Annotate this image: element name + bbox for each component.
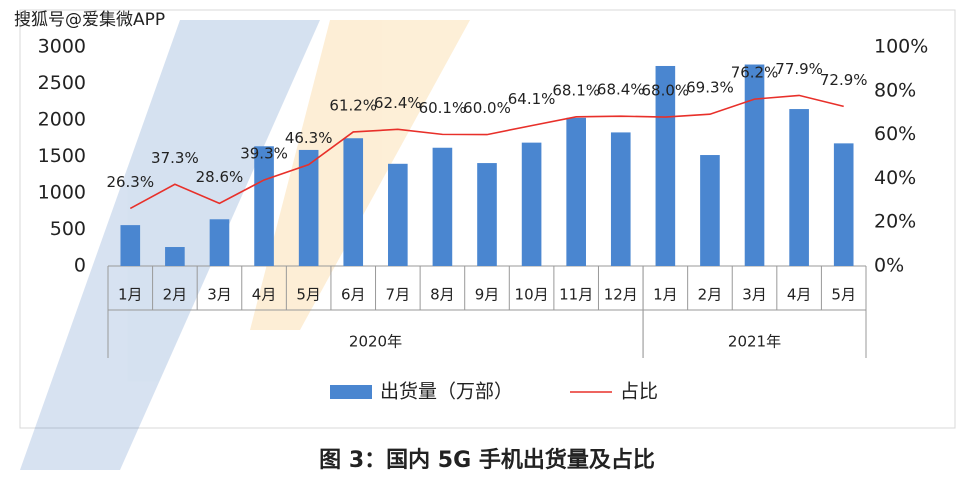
bar (521, 142, 542, 266)
legend-label: 出货量（万部） (380, 381, 513, 403)
x-tick-label: 5月 (296, 286, 321, 304)
x-tick-label: 10月 (515, 286, 549, 304)
data-label: 46.3% (285, 129, 333, 147)
y-tick-label: 2500 (38, 72, 86, 94)
x-tick-label: 1月 (653, 286, 678, 304)
bar (254, 146, 274, 266)
watermark: 搜狐号@爱集微APP (14, 10, 165, 30)
group-label: 2020年 (349, 333, 402, 351)
x-tick-label: 11月 (559, 286, 593, 304)
y-tick-label: 500 (50, 218, 86, 240)
bar (343, 138, 364, 266)
x-tick-label: 12月 (604, 286, 638, 304)
bar (477, 163, 497, 266)
data-label: 61.2% (329, 96, 377, 114)
bar (298, 149, 319, 266)
data-label: 39.3% (240, 144, 288, 162)
bar (120, 225, 141, 266)
bar (744, 64, 765, 267)
line (129, 94, 844, 210)
y2-tick-label: 40% (874, 167, 916, 189)
data-label: 62.4% (374, 94, 422, 112)
bar (566, 117, 586, 266)
y-tick-label: 1500 (38, 145, 86, 167)
y2-tick-label: 100% (874, 36, 928, 58)
data-label: 64.1% (508, 90, 556, 108)
legend-label: 占比 (620, 381, 658, 403)
group-label: 2021年 (728, 333, 781, 351)
bar (700, 155, 720, 266)
chart-frame (19, 9, 956, 429)
x-tick-label: 7月 (386, 286, 411, 304)
y2-tick-label: 0% (874, 255, 904, 277)
x-tick-label: 8月 (430, 286, 455, 304)
y-tick-label: 3000 (38, 36, 86, 58)
bar (388, 163, 408, 266)
data-label: 37.3% (151, 149, 199, 167)
x-tick-label: 3月 (742, 286, 767, 304)
x-tick-label: 4月 (787, 286, 812, 304)
data-label: 69.3% (686, 79, 734, 97)
bar (610, 132, 631, 266)
bar (209, 219, 230, 266)
data-label: 68.1% (552, 81, 600, 99)
y-tick-label: 1000 (38, 182, 86, 204)
data-label: 68.4% (597, 81, 645, 99)
data-label: 26.3% (106, 173, 154, 191)
bar (789, 109, 809, 266)
bar (833, 143, 854, 266)
y2-tick-label: 60% (874, 123, 916, 145)
x-tick-label: 2月 (698, 286, 723, 304)
data-label: 72.9% (820, 71, 868, 89)
x-tick-label: 9月 (475, 286, 500, 304)
y-tick-label: 2000 (38, 109, 86, 131)
x-tick-label: 4月 (252, 286, 277, 304)
y-tick-label: 0 (74, 255, 86, 277)
x-tick-label: 5月 (831, 286, 856, 304)
x-tick-label: 3月 (207, 286, 232, 304)
legend-swatch (330, 385, 372, 399)
data-label: 60.1% (419, 99, 467, 117)
data-label: 77.9% (775, 60, 823, 78)
chart-title: 图 3：国内 5G 手机出货量及占比 (319, 447, 655, 473)
data-label: 28.6% (196, 168, 244, 186)
bar (165, 247, 185, 266)
data-label: 76.2% (731, 64, 779, 82)
y2-tick-label: 20% (874, 211, 916, 233)
data-label: 60.0% (463, 99, 511, 117)
bar (432, 147, 453, 266)
data-label: 68.0% (642, 82, 690, 100)
x-tick-label: 1月 (118, 286, 143, 304)
x-tick-label: 6月 (341, 286, 366, 304)
x-tick-label: 2月 (163, 286, 188, 304)
y2-tick-label: 80% (874, 79, 916, 101)
